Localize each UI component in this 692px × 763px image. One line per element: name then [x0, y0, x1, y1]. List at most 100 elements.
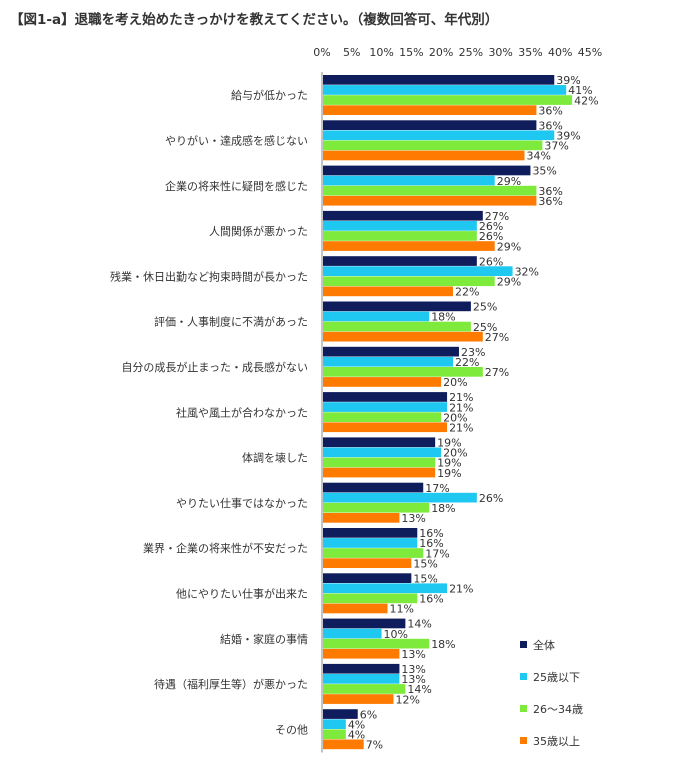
value-label: 17%: [425, 482, 449, 495]
value-label: 27%: [485, 331, 509, 344]
value-label: 10%: [384, 628, 408, 641]
bar: [323, 185, 537, 196]
category-label: 残業・休日出勤など拘束時間が長かった: [110, 269, 308, 283]
category-label: 人間関係が悪かった: [209, 224, 308, 238]
category-label: 企業の将来性に疑問を感じた: [165, 179, 308, 193]
bar: [323, 331, 483, 342]
value-label: 19%: [437, 457, 461, 470]
value-label: 13%: [401, 512, 425, 525]
category-label: 他にやりたい仕事が出来た: [176, 587, 308, 601]
value-label: 18%: [431, 502, 455, 515]
value-label: 36%: [538, 119, 562, 132]
bar: [323, 130, 555, 141]
value-label: 11%: [390, 603, 414, 616]
value-label: 26%: [479, 220, 503, 233]
bar: [323, 593, 418, 604]
category-label: 自分の成長が止まった・成長感がない: [121, 360, 308, 374]
bar: [323, 321, 471, 332]
legend-label: 35歳以上: [533, 735, 580, 748]
bar: [323, 301, 471, 312]
bar: [323, 528, 418, 538]
bar: [323, 175, 495, 186]
value-label: 39%: [556, 74, 580, 87]
bar: [323, 583, 448, 594]
value-label: 21%: [449, 422, 473, 435]
value-label: 29%: [497, 240, 521, 253]
bar: [323, 437, 436, 448]
bar: [323, 231, 477, 241]
value-label: 37%: [544, 140, 568, 153]
bar: [323, 95, 573, 105]
value-label: 27%: [485, 366, 509, 379]
bar: [323, 85, 567, 95]
bar: [323, 105, 537, 115]
bar: [323, 739, 364, 750]
legend-label: 25歳以下: [533, 671, 580, 684]
category-label: 評価・人事制度に不満があった: [154, 315, 308, 329]
bar: [323, 502, 430, 513]
bar: [323, 266, 513, 276]
value-label: 13%: [401, 663, 425, 676]
category-label: その他: [275, 723, 308, 736]
value-label: 26%: [479, 255, 503, 268]
value-label: 15%: [413, 557, 437, 570]
value-label: 20%: [443, 447, 467, 460]
bar: [323, 638, 430, 649]
bar: [323, 120, 537, 130]
bar: [323, 75, 555, 85]
bar: [323, 719, 346, 729]
value-label: 16%: [419, 537, 443, 550]
bar: [323, 558, 412, 568]
legend-swatch: [520, 705, 527, 712]
value-label: 21%: [449, 401, 473, 414]
value-label: 14%: [407, 683, 431, 696]
category-label: やりがい・達成感を感じない: [165, 134, 308, 148]
bar: [323, 538, 418, 548]
value-label: 25%: [473, 321, 497, 334]
value-label: 35%: [532, 165, 556, 178]
legend-swatch: [520, 737, 527, 744]
value-label: 25%: [473, 301, 497, 314]
bar: [323, 422, 448, 433]
value-label: 4%: [348, 729, 365, 742]
value-label: 16%: [419, 593, 443, 606]
x-tick-label: 5%: [343, 46, 360, 59]
category-label: やりたい仕事ではなかった: [176, 497, 308, 510]
value-label: 12%: [395, 693, 419, 706]
x-tick-label: 25%: [459, 46, 483, 59]
legend-label: 全体: [533, 638, 555, 652]
bar: [323, 221, 477, 231]
x-tick-label: 40%: [548, 46, 572, 59]
bar: [323, 628, 382, 639]
bar: [323, 210, 483, 221]
bar: [323, 674, 400, 684]
bar: [323, 467, 436, 478]
bar: [323, 447, 442, 458]
value-label: 36%: [538, 185, 562, 198]
value-label: 29%: [497, 175, 521, 188]
bar: [323, 402, 448, 412]
value-label: 18%: [431, 638, 455, 651]
bar: [323, 618, 406, 629]
chart-title: 【図1-a】退職を考え始めたきっかけを教えてください。（複数回答可、年代別）: [10, 12, 499, 28]
x-tick-label: 0%: [313, 46, 330, 59]
bar: [323, 482, 424, 493]
category-label: 給与が低かった: [231, 88, 308, 102]
value-label: 13%: [401, 648, 425, 661]
value-label: 23%: [461, 346, 485, 359]
bar: [323, 286, 454, 297]
value-label: 29%: [497, 276, 521, 289]
x-tick-label: 20%: [429, 46, 453, 59]
value-label: 20%: [443, 376, 467, 389]
value-label: 27%: [485, 210, 509, 223]
bar: [323, 346, 459, 357]
bar: [323, 367, 483, 377]
value-label: 42%: [574, 94, 598, 107]
value-label: 22%: [455, 286, 479, 299]
value-label: 39%: [556, 130, 580, 143]
value-label: 21%: [449, 583, 473, 596]
category-label: 業界・企業の将来性が不安だった: [143, 541, 308, 555]
bar: [323, 457, 436, 468]
value-label: 32%: [515, 265, 539, 278]
bar: [323, 165, 531, 176]
